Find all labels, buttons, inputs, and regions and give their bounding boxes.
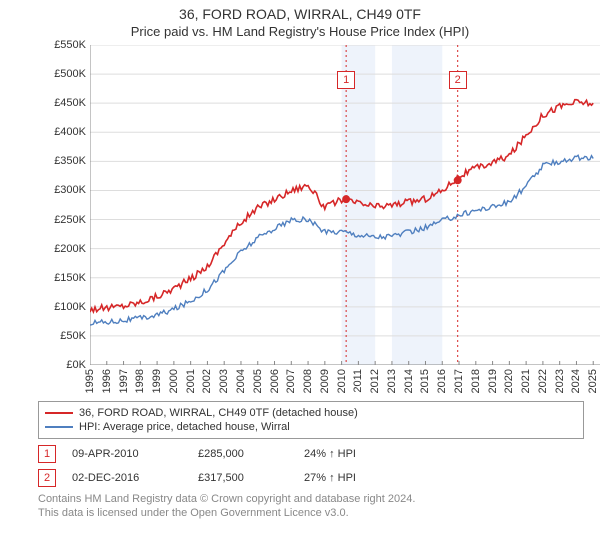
x-tick-label: 2024	[570, 369, 582, 393]
x-tick-label: 1996	[101, 369, 113, 393]
sale-delta: 27% ↑ HPI	[304, 472, 356, 484]
x-tick-label: 2019	[487, 369, 499, 393]
x-tick-label: 1998	[134, 369, 146, 393]
footer-line-1: Contains HM Land Registry data © Crown c…	[38, 493, 584, 507]
chart-area: £0K£50K£100K£150K£200K£250K£300K£350K£40…	[90, 45, 600, 365]
x-tick-label: 2010	[336, 369, 348, 393]
page-title: 36, FORD ROAD, WIRRAL, CH49 0TF	[0, 6, 600, 22]
y-tick-label: £550K	[54, 39, 90, 51]
page-subtitle: Price paid vs. HM Land Registry's House …	[0, 24, 600, 39]
x-tick-label: 2025	[587, 369, 599, 393]
sale-price: £317,500	[198, 472, 288, 484]
y-tick-label: £100K	[54, 301, 90, 313]
footer-line-2: This data is licensed under the Open Gov…	[38, 507, 584, 521]
y-tick-label: £450K	[54, 97, 90, 109]
y-tick-label: £300K	[54, 184, 90, 196]
x-tick-label: 2014	[403, 369, 415, 393]
chart-svg	[90, 45, 600, 365]
y-tick-label: £400K	[54, 126, 90, 138]
legend-swatch	[45, 412, 73, 414]
x-tick-label: 2011	[352, 369, 364, 393]
sale-marker: 2	[38, 469, 56, 487]
sale-delta: 24% ↑ HPI	[304, 448, 356, 460]
x-tick-label: 2021	[520, 369, 532, 393]
x-tick-label: 2003	[218, 369, 230, 393]
x-tick-label: 2016	[436, 369, 448, 393]
sale-price: £285,000	[198, 448, 288, 460]
y-tick-label: £500K	[54, 68, 90, 80]
x-tick-label: 2004	[235, 369, 247, 393]
legend-swatch	[45, 426, 73, 428]
sale-marker: 1	[38, 445, 56, 463]
title-block: 36, FORD ROAD, WIRRAL, CH49 0TF Price pa…	[0, 0, 600, 39]
y-tick-label: £50K	[60, 330, 90, 342]
x-tick-label: 2005	[252, 369, 264, 393]
page: 36, FORD ROAD, WIRRAL, CH49 0TF Price pa…	[0, 0, 600, 560]
x-tick-label: 2020	[503, 369, 515, 393]
sale-date: 02-DEC-2016	[72, 472, 182, 484]
footer-text: Contains HM Land Registry data © Crown c…	[38, 493, 584, 521]
x-tick-label: 2018	[470, 369, 482, 393]
x-tick-label: 2006	[269, 369, 281, 393]
sale-row: 2 02-DEC-2016 £317,500 27% ↑ HPI	[38, 469, 584, 487]
x-tick-label: 2022	[537, 369, 549, 393]
x-tick-label: 1995	[84, 369, 96, 393]
x-tick-label: 2002	[201, 369, 213, 393]
x-tick-label: 2007	[285, 369, 297, 393]
x-tick-label: 2012	[369, 369, 381, 393]
y-tick-label: £150K	[54, 272, 90, 284]
sale-marker: 2	[449, 71, 467, 89]
sale-date: 09-APR-2010	[72, 448, 182, 460]
x-tick-label: 1999	[151, 369, 163, 393]
x-tick-label: 2000	[168, 369, 180, 393]
x-tick-label: 2017	[453, 369, 465, 393]
legend-item: 36, FORD ROAD, WIRRAL, CH49 0TF (detache…	[45, 406, 577, 420]
y-tick-label: £250K	[54, 214, 90, 226]
x-tick-label: 2008	[302, 369, 314, 393]
x-tick-label: 2009	[319, 369, 331, 393]
legend-item: HPI: Average price, detached house, Wirr…	[45, 420, 577, 434]
x-tick-label: 2013	[386, 369, 398, 393]
y-tick-label: £350K	[54, 155, 90, 167]
legend-box: 36, FORD ROAD, WIRRAL, CH49 0TF (detache…	[38, 401, 584, 439]
x-tick-label: 2023	[554, 369, 566, 393]
sale-marker: 1	[337, 71, 355, 89]
x-tick-label: 2001	[185, 369, 197, 393]
x-tick-label: 1997	[118, 369, 130, 393]
legend-label: HPI: Average price, detached house, Wirr…	[79, 421, 290, 433]
sales-block: 1 09-APR-2010 £285,000 24% ↑ HPI 2 02-DEC-201…	[0, 445, 600, 487]
sale-row: 1 09-APR-2010 £285,000 24% ↑ HPI	[38, 445, 584, 463]
x-tick-label: 2015	[419, 369, 431, 393]
legend-label: 36, FORD ROAD, WIRRAL, CH49 0TF (detache…	[79, 407, 358, 419]
y-tick-label: £200K	[54, 243, 90, 255]
